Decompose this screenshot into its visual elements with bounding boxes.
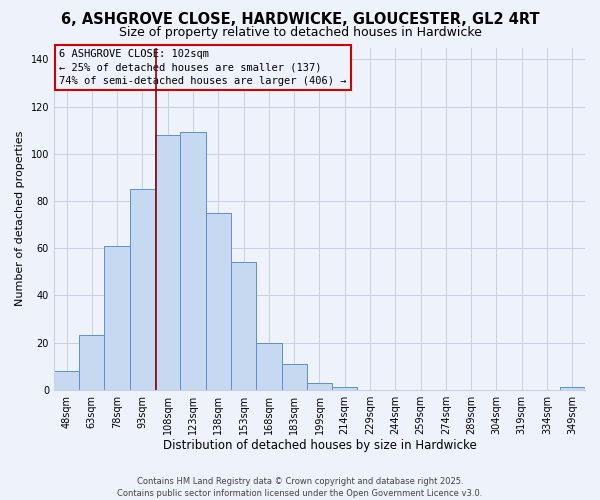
- Text: 6 ASHGROVE CLOSE: 102sqm
← 25% of detached houses are smaller (137)
74% of semi-: 6 ASHGROVE CLOSE: 102sqm ← 25% of detach…: [59, 49, 347, 86]
- Bar: [281, 364, 307, 390]
- Bar: [130, 189, 155, 390]
- Bar: [181, 132, 206, 390]
- Bar: [206, 212, 231, 390]
- Bar: [560, 388, 585, 390]
- Bar: [332, 388, 358, 390]
- Bar: [155, 135, 181, 390]
- Bar: [256, 342, 281, 390]
- X-axis label: Distribution of detached houses by size in Hardwicke: Distribution of detached houses by size …: [163, 440, 476, 452]
- Bar: [307, 382, 332, 390]
- Y-axis label: Number of detached properties: Number of detached properties: [15, 131, 25, 306]
- Text: 6, ASHGROVE CLOSE, HARDWICKE, GLOUCESTER, GL2 4RT: 6, ASHGROVE CLOSE, HARDWICKE, GLOUCESTER…: [61, 12, 539, 28]
- Bar: [104, 246, 130, 390]
- Bar: [54, 371, 79, 390]
- Text: Size of property relative to detached houses in Hardwicke: Size of property relative to detached ho…: [119, 26, 481, 39]
- Text: Contains HM Land Registry data © Crown copyright and database right 2025.
Contai: Contains HM Land Registry data © Crown c…: [118, 476, 482, 498]
- Bar: [79, 336, 104, 390]
- Bar: [231, 262, 256, 390]
